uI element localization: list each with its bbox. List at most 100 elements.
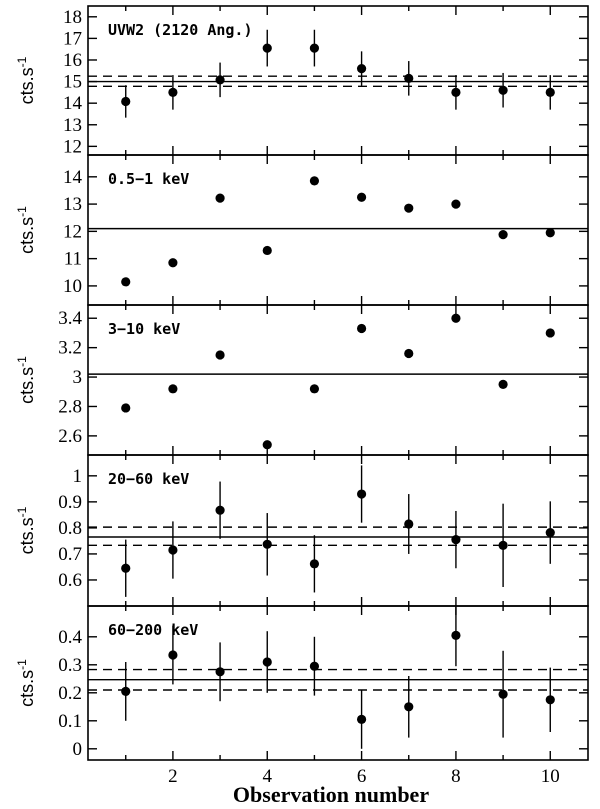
data-point: [356, 64, 367, 74]
y-tick-label: 16: [63, 50, 82, 71]
y-tick-label: 0.2: [58, 683, 82, 704]
y-tick-label: 3.4: [58, 308, 82, 329]
data-point: [451, 535, 461, 545]
y-axis-unit: cts.s: [17, 517, 37, 554]
data-point: [262, 657, 272, 667]
data-point: [404, 702, 414, 712]
y-axis-unit-exponent: -1: [15, 356, 29, 367]
data-point: [121, 96, 131, 107]
data-point: [168, 650, 178, 660]
data-point: [545, 228, 555, 238]
data-point: [262, 539, 272, 549]
y-tick-label: 0.8: [58, 518, 82, 539]
panel-5-label: 60−200 keV: [108, 621, 198, 639]
y-tick-label: 11: [64, 249, 82, 270]
panel-5-frame: [87, 605, 589, 761]
data-point: [262, 43, 272, 53]
y-tick-label: 0.3: [58, 655, 82, 676]
data-point: [545, 695, 555, 705]
data-point: [545, 527, 555, 538]
y-tick-label: 13: [63, 115, 82, 136]
data-point: [262, 245, 272, 256]
data-point: [356, 714, 367, 725]
data-point: [451, 199, 461, 209]
y-tick-label: 3: [73, 367, 83, 388]
y-tick-label: 0.1: [58, 711, 82, 732]
data-point: [309, 384, 320, 394]
data-point: [451, 87, 461, 97]
data-point: [215, 75, 225, 85]
y-tick-label: 18: [63, 7, 82, 28]
data-point: [498, 379, 508, 390]
data-point: [121, 277, 131, 287]
data-point: [498, 689, 508, 699]
data-point: [215, 667, 225, 677]
y-axis-unit-exponent: -1: [15, 206, 29, 217]
y-tick-label: 0.9: [58, 492, 82, 513]
data-point: [356, 323, 367, 334]
panel-2-label: 0.5−1 keV: [108, 170, 189, 188]
x-tick-label: 6: [357, 766, 367, 787]
data-point: [498, 540, 508, 550]
panel-3-label: 3−10 keV: [108, 320, 180, 338]
y-tick-label: 0: [73, 739, 83, 760]
data-point: [404, 203, 414, 213]
y-tick-label: 12: [63, 136, 82, 157]
panel-1-label: UVW2 (2120 Ang.): [108, 21, 253, 39]
y-axis-label: cts.s-1: [15, 206, 37, 254]
y-tick-label: 2.6: [58, 426, 82, 447]
data-point: [168, 258, 178, 268]
data-point: [356, 489, 367, 499]
x-tick-label: 10: [541, 766, 560, 787]
data-point: [545, 87, 555, 97]
y-axis-unit-exponent: -1: [15, 659, 29, 670]
data-point: [121, 563, 131, 573]
y-axis-label: cts.s-1: [15, 356, 37, 404]
y-axis-unit: cts.s: [17, 670, 37, 707]
data-point: [121, 403, 131, 413]
data-point: [309, 176, 320, 186]
data-point: [215, 505, 225, 515]
x-axis-label: Observation number: [233, 782, 429, 807]
data-point: [404, 73, 414, 83]
panel-4-label: 20−60 keV: [108, 470, 189, 488]
data-point: [309, 559, 320, 569]
data-point: [498, 230, 508, 240]
y-tick-label: 14: [63, 167, 83, 188]
y-axis-unit: cts.s: [17, 367, 37, 404]
y-tick-label: 0.7: [58, 544, 82, 565]
data-point: [404, 519, 414, 529]
y-axis-unit: cts.s: [17, 217, 37, 254]
y-axis-unit-exponent: -1: [15, 506, 29, 517]
y-axis-label: cts.s-1: [15, 56, 37, 104]
y-tick-label: 13: [63, 194, 82, 215]
data-point: [309, 661, 320, 671]
data-point: [262, 440, 272, 450]
data-point: [168, 87, 178, 97]
y-tick-label: 15: [63, 72, 82, 93]
y-axis-unit-exponent: -1: [15, 56, 29, 67]
y-tick-label: 12: [63, 221, 82, 242]
data-point: [309, 43, 320, 53]
y-tick-label: 17: [63, 28, 82, 49]
x-tick-label: 4: [262, 766, 272, 787]
data-point: [168, 545, 178, 555]
y-axis-label: cts.s-1: [15, 659, 37, 707]
data-point: [451, 313, 461, 323]
y-tick-label: 1: [73, 466, 83, 487]
x-tick-label: 2: [168, 766, 178, 787]
y-tick-label: 2.8: [58, 396, 82, 417]
y-tick-label: 14: [63, 93, 83, 114]
y-axis-label: cts.s-1: [15, 506, 37, 554]
x-tick-label: 8: [451, 766, 461, 787]
data-point: [215, 350, 225, 360]
y-tick-label: 10: [63, 276, 82, 297]
y-tick-label: 0.6: [58, 570, 82, 591]
y-tick-label: 3.2: [58, 338, 82, 359]
data-point: [121, 686, 131, 697]
y-axis-unit: cts.s: [17, 67, 37, 104]
data-point: [215, 193, 225, 203]
data-point: [168, 384, 178, 394]
data-point: [404, 348, 414, 359]
